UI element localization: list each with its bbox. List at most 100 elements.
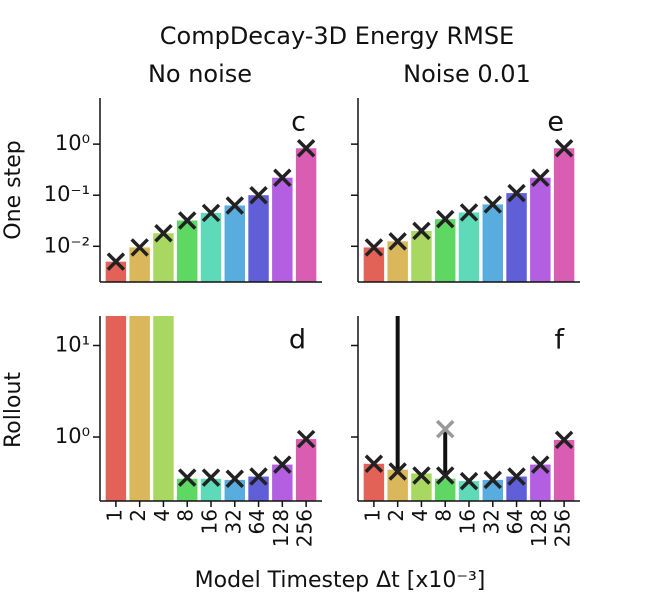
y-tick-label: 10⁻¹: [44, 182, 90, 206]
bar: [200, 478, 222, 501]
bar: [129, 316, 150, 501]
x-tick-label: 1: [360, 509, 384, 522]
marker: [459, 203, 479, 222]
marker: [531, 168, 550, 187]
marker-stroke: [531, 455, 550, 474]
bar: [272, 177, 293, 282]
marker-stroke: [483, 470, 503, 490]
bar: [363, 247, 385, 282]
panel-label: f: [554, 325, 565, 356]
marker: [435, 209, 455, 229]
bar: [248, 195, 269, 282]
figure-title: CompDecay-3D Energy RMSE: [160, 22, 514, 50]
marker-stroke: [249, 467, 268, 486]
bar: [248, 476, 269, 501]
bar: [434, 478, 456, 501]
bar: [506, 476, 527, 501]
marker-stroke: [364, 454, 384, 474]
bar: [530, 177, 551, 282]
bar: [224, 205, 246, 282]
panel: 10⁻² 10⁻¹ 10⁰ c: [44, 98, 322, 283]
marker-stroke: [388, 232, 407, 251]
x-tick-label: 256: [293, 509, 317, 547]
marker-stroke: [225, 196, 245, 215]
bar: [105, 261, 127, 282]
marker: [296, 429, 316, 449]
bar: [176, 478, 198, 501]
panel-label: c: [291, 107, 306, 138]
x-tick-label: 64: [503, 509, 527, 534]
bar: [295, 148, 317, 282]
marker-stroke: [435, 466, 455, 485]
marker: [507, 467, 526, 486]
marker-stroke: [459, 203, 479, 222]
bar: [553, 148, 575, 282]
panel-label: d: [289, 325, 306, 356]
alt-marker: [435, 419, 455, 439]
x-tick-label: 256: [551, 509, 575, 547]
marker-stroke: [154, 224, 173, 243]
x-tick-label: 32: [221, 509, 245, 534]
marker-stroke: [296, 429, 316, 449]
marker: [296, 139, 316, 158]
bar: [176, 220, 198, 282]
marker: [507, 183, 526, 203]
plot-area: [105, 316, 317, 501]
x-tick-label: 16: [198, 509, 222, 534]
panel: 10⁰ 10¹ 1 2 4 8 16 32 64 128 256 d: [55, 316, 322, 547]
bar: [530, 464, 551, 501]
alt-marker-stroke: [435, 419, 455, 439]
row-label: One step: [1, 140, 26, 239]
marker-stroke: [106, 252, 126, 271]
bar: [553, 439, 575, 501]
bar: [458, 212, 480, 282]
marker-stroke: [459, 471, 479, 491]
bar: [272, 464, 293, 501]
x-tick-label: 32: [479, 509, 503, 534]
marker-stroke: [177, 211, 197, 230]
panel: e: [351, 98, 580, 283]
bar: [434, 219, 456, 282]
marker-stroke: [273, 168, 292, 187]
bar: [129, 247, 150, 282]
marker-stroke: [507, 183, 526, 203]
marker: [106, 252, 126, 271]
marker-stroke: [177, 468, 197, 487]
bar: [411, 230, 432, 282]
y-tick-label: 10⁻²: [44, 233, 90, 257]
marker-stroke: [130, 238, 149, 257]
marker: [483, 470, 503, 490]
bar: [387, 241, 408, 282]
marker-stroke: [273, 455, 292, 474]
marker: [412, 221, 431, 241]
x-tick-label: 8: [174, 509, 198, 522]
bar: [200, 212, 222, 282]
bar: [153, 233, 174, 282]
marker: [201, 203, 221, 223]
marker: [364, 454, 384, 474]
marker: [459, 471, 479, 491]
marker: [554, 139, 574, 158]
panel: 1 2 4 8 16 32 64 128 256 f: [351, 316, 580, 547]
x-tick-label: 4: [150, 509, 174, 522]
marker-stroke: [388, 462, 407, 481]
marker-stroke: [412, 221, 431, 241]
marker: [225, 196, 245, 215]
marker-stroke: [225, 469, 245, 488]
column-title: Noise 0.01: [403, 60, 531, 88]
bar: [224, 479, 246, 501]
marker: [554, 430, 574, 450]
marker: [273, 455, 292, 474]
marker: [249, 185, 268, 205]
marker-stroke: [435, 209, 455, 229]
bar: [482, 479, 504, 501]
y-tick-label: 10¹: [55, 332, 90, 356]
bar: [482, 204, 504, 282]
marker: [201, 468, 221, 487]
marker: [364, 238, 384, 257]
plot-area: [363, 139, 575, 282]
bar: [506, 193, 527, 282]
marker-stroke: [296, 139, 316, 158]
marker-stroke: [554, 430, 574, 450]
x-tick-label: 2: [384, 509, 408, 522]
